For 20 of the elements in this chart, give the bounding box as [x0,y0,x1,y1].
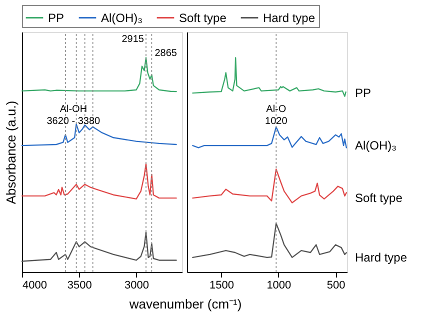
y-axis-title: Absorbance (a.u.) [4,100,18,204]
legend-label: Soft type [179,10,227,25]
annotation: Al-OH 3620 - 3380 [46,104,101,128]
series-label: PP [355,86,372,100]
series-label: Al(OH)₃ [355,138,397,153]
legend-label: Al(OH)₃ [101,10,143,25]
ref-line-label: 2865 [154,48,178,59]
series-label: Hard type [355,250,408,264]
x-tick-label: 3500 [67,280,92,292]
ref-line-label: 2915 [122,34,144,45]
x-axis-title: wavenumber (cm⁻¹) [128,296,242,312]
legend-label: Hard type [263,10,316,25]
annotation: Al-O 1020 [265,104,288,128]
x-tick-label: 500 [326,280,346,292]
x-tick-label: 1000 [266,280,292,292]
legend-label: PP [48,10,64,25]
x-tick-label: 1500 [210,280,234,292]
x-tick-label: 4000 [22,280,47,292]
series-label: Soft type [355,191,403,206]
x-tick-label: 3000 [124,280,150,292]
